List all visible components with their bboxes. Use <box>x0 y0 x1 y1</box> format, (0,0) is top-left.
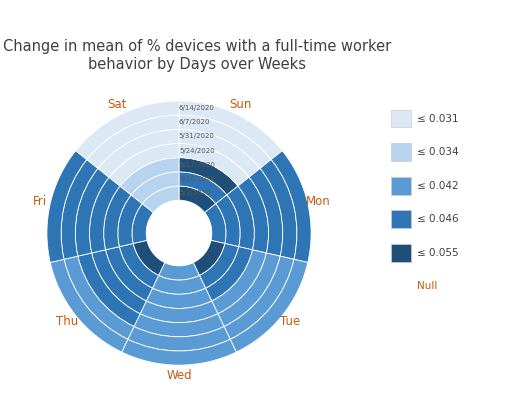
Text: 5/3/2020: 5/3/2020 <box>180 190 211 196</box>
Wedge shape <box>120 158 179 195</box>
Wedge shape <box>260 160 297 259</box>
Text: Sat: Sat <box>107 98 127 111</box>
Wedge shape <box>122 339 236 365</box>
Wedge shape <box>76 101 179 160</box>
Wedge shape <box>119 243 159 288</box>
Wedge shape <box>159 263 199 280</box>
Text: Null: Null <box>417 281 437 292</box>
Text: 6/7/2020: 6/7/2020 <box>179 119 210 125</box>
Wedge shape <box>230 259 308 352</box>
Wedge shape <box>109 143 179 186</box>
Wedge shape <box>104 186 131 250</box>
Wedge shape <box>90 177 120 253</box>
Text: 5/17/2020: 5/17/2020 <box>179 162 215 168</box>
Wedge shape <box>64 256 134 339</box>
Wedge shape <box>224 256 294 339</box>
Wedge shape <box>50 259 128 352</box>
Text: Wed: Wed <box>166 369 192 382</box>
Wedge shape <box>179 101 282 160</box>
Wedge shape <box>128 327 230 351</box>
Wedge shape <box>227 186 254 250</box>
Wedge shape <box>205 204 226 243</box>
Wedge shape <box>131 172 179 204</box>
Text: 5/24/2020: 5/24/2020 <box>179 148 214 154</box>
Wedge shape <box>218 253 280 327</box>
Text: 6/14/2020: 6/14/2020 <box>178 105 214 111</box>
Wedge shape <box>179 172 227 204</box>
Wedge shape <box>152 275 206 294</box>
Wedge shape <box>146 288 212 308</box>
Wedge shape <box>179 158 238 195</box>
Wedge shape <box>92 250 146 314</box>
Text: ≤ 0.034: ≤ 0.034 <box>417 147 458 157</box>
Text: Change in mean of % devices with a full-time worker
behavior by Days over Weeks: Change in mean of % devices with a full-… <box>3 40 391 72</box>
Wedge shape <box>142 186 179 213</box>
Wedge shape <box>133 240 165 275</box>
Wedge shape <box>75 168 109 256</box>
Wedge shape <box>61 160 98 259</box>
Wedge shape <box>212 250 266 314</box>
Text: 5/10/2020: 5/10/2020 <box>180 176 215 182</box>
Wedge shape <box>106 246 152 301</box>
Wedge shape <box>238 177 268 253</box>
Wedge shape <box>179 129 260 177</box>
Wedge shape <box>199 243 239 288</box>
Wedge shape <box>206 246 252 301</box>
Text: Fri: Fri <box>33 195 47 208</box>
Text: ≤ 0.031: ≤ 0.031 <box>417 113 458 124</box>
Wedge shape <box>179 143 249 186</box>
Text: Sun: Sun <box>229 98 252 111</box>
Wedge shape <box>216 195 240 246</box>
Wedge shape <box>78 253 140 327</box>
Wedge shape <box>179 186 216 213</box>
Wedge shape <box>118 195 142 246</box>
Wedge shape <box>140 301 218 323</box>
Text: ≤ 0.042: ≤ 0.042 <box>417 181 458 191</box>
Text: ≤ 0.046: ≤ 0.046 <box>417 214 458 224</box>
Wedge shape <box>87 115 179 168</box>
Wedge shape <box>134 314 224 337</box>
Wedge shape <box>132 204 153 243</box>
Text: Tue: Tue <box>280 316 300 328</box>
Wedge shape <box>179 115 271 168</box>
Wedge shape <box>271 150 311 262</box>
Text: ≤ 0.055: ≤ 0.055 <box>417 248 458 258</box>
Wedge shape <box>193 240 225 275</box>
Wedge shape <box>98 129 179 177</box>
Wedge shape <box>249 168 283 256</box>
Text: Mon: Mon <box>306 195 330 208</box>
Wedge shape <box>47 150 87 262</box>
Text: 5/31/2020: 5/31/2020 <box>179 134 214 139</box>
Text: Thu: Thu <box>56 316 79 328</box>
